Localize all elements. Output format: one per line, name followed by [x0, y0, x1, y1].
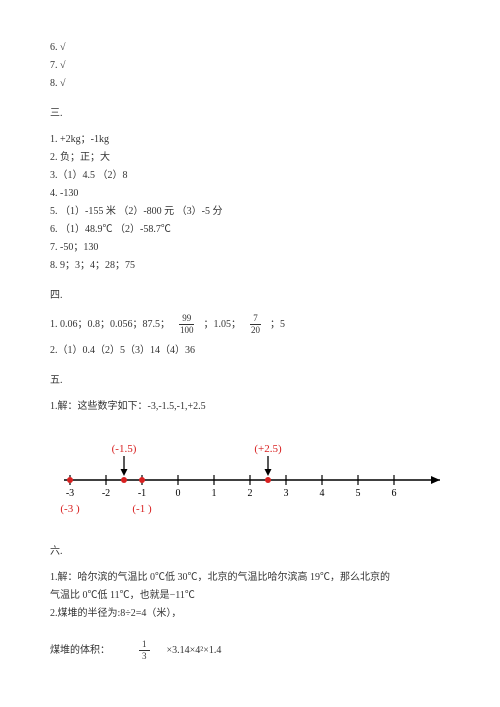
answer-line: 5. （1）-155 米 （2）-800 元 （3）-5 分	[50, 204, 450, 220]
numerator: 1	[139, 640, 150, 651]
answer-line: 2. 负；正；大	[50, 150, 450, 166]
answer-line: 1.解：这些数字如下：-3,-1.5,-1,+2.5	[50, 399, 450, 415]
numerator: 7	[250, 314, 261, 325]
answer-line: 2.煤堆的半径为:8÷2=4（米），	[50, 606, 450, 622]
answer-line: 4. -130	[50, 186, 450, 202]
svg-text:-1: -1	[138, 488, 146, 499]
text: 煤堆的体积：	[50, 643, 110, 659]
answer-line: 7. -50；130	[50, 240, 450, 256]
number-line-svg: -3 -2 -1 0 1 2 3 4 5 6 (-3 ) (-1.5) (-1 ) (+2.5)	[50, 435, 450, 530]
answer-line: 3.（1）4.5 （2）8	[50, 168, 450, 184]
section-4-header: 四.	[50, 288, 450, 304]
answer-line: 6. √	[50, 40, 450, 56]
answer-line: 8. √	[50, 76, 450, 92]
svg-text:(+2.5): (+2.5)	[254, 443, 282, 455]
answer-line: 1. +2kg；-1kg	[50, 132, 450, 148]
number-line-chart: -3 -2 -1 0 1 2 3 4 5 6 (-3 ) (-1.5) (-1 ) (+2.5)	[50, 435, 450, 530]
svg-text:3: 3	[284, 488, 289, 499]
text: ；1.05；	[204, 317, 242, 333]
section-5-header: 五.	[50, 373, 450, 389]
answer-line: 2.（1）0.4（2）5（3）14（4）36	[50, 343, 450, 359]
svg-text:4: 4	[320, 488, 325, 499]
fraction: 99 100	[177, 314, 197, 335]
answer-line: 煤堆的体积： 1 3 ×3.14×4²×1.4	[50, 640, 450, 661]
svg-text:5: 5	[356, 488, 361, 499]
section-3-header: 三.	[50, 106, 450, 122]
svg-text:(-3 ): (-3 )	[60, 503, 80, 515]
svg-text:(-1 ): (-1 )	[132, 503, 152, 515]
svg-text:0: 0	[176, 488, 181, 499]
svg-text:6: 6	[392, 488, 397, 499]
section-6-header: 六.	[50, 544, 450, 560]
svg-text:(-1.5): (-1.5)	[112, 443, 137, 455]
numerator: 99	[179, 314, 194, 325]
text: 1. 0.06；0.8；0.056；87.5；	[50, 317, 170, 333]
denominator: 100	[177, 325, 197, 335]
answer-line: 8. 9；3；4；28；75	[50, 258, 450, 274]
answer-line: 1. 0.06；0.8；0.056；87.5； 99 100 ；1.05； 7 …	[50, 314, 450, 335]
fraction: 7 20	[248, 314, 263, 335]
answer-line: 1.解：哈尔滨的气温比 0℃低 30℃，北京的气温比哈尔滨高 19℃，那么北京的	[50, 570, 450, 586]
fraction: 1 3	[139, 640, 150, 661]
denominator: 3	[139, 651, 150, 661]
answer-line: 6. （1）48.9℃ （2）-58.7℃	[50, 222, 450, 238]
svg-text:-2: -2	[102, 488, 110, 499]
text: ；5	[270, 317, 285, 333]
svg-text:2: 2	[248, 488, 253, 499]
answer-line: 7. √	[50, 58, 450, 74]
svg-text:1: 1	[212, 488, 217, 499]
text: ×3.14×4²×1.4	[167, 643, 222, 659]
denominator: 20	[248, 325, 263, 335]
svg-text:-3: -3	[66, 488, 74, 499]
answer-line: 气温比 0℃低 11℃，也就是−11℃	[50, 588, 450, 604]
